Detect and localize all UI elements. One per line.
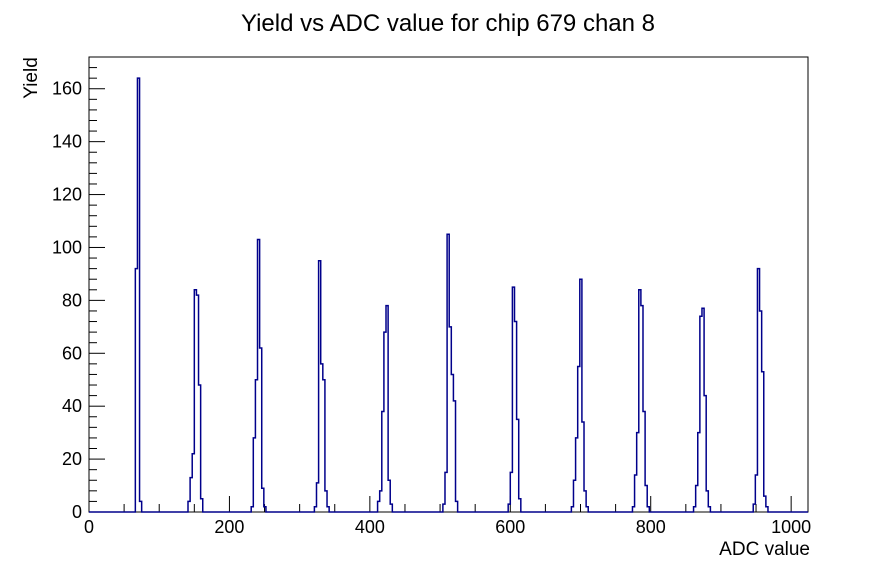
x-tick-label: 200 [214,517,244,537]
histogram-path [89,77,808,513]
y-tick-label: 20 [62,449,82,469]
histogram-series [89,77,808,513]
x-tick-label: 800 [636,517,666,537]
x-tick-label: 1000 [771,517,811,537]
x-tick-label: 600 [495,517,525,537]
chart-title: Yield vs ADC value for chip 679 chan 8 [241,10,655,37]
y-tick-label: 40 [62,396,82,416]
y-tick-label: 100 [52,237,82,257]
y-tick-label: 120 [52,185,82,205]
x-axis-title: ADC value [719,539,810,560]
y-tick-label: 160 [52,79,82,99]
y-tick-label: 140 [52,132,82,152]
x-tick-label: 0 [84,517,94,537]
y-tick-label: 0 [72,502,82,522]
y-tick-label: 60 [62,343,82,363]
y-tick-label: 80 [62,290,82,310]
x-tick-label: 400 [355,517,385,537]
y-axis-title: Yield [21,57,42,99]
plot-frame [88,56,809,513]
axes-ticks-and-labels: 0 200 400 600 800 1000 0 20 40 60 80 100 120 140 160 [52,67,811,537]
